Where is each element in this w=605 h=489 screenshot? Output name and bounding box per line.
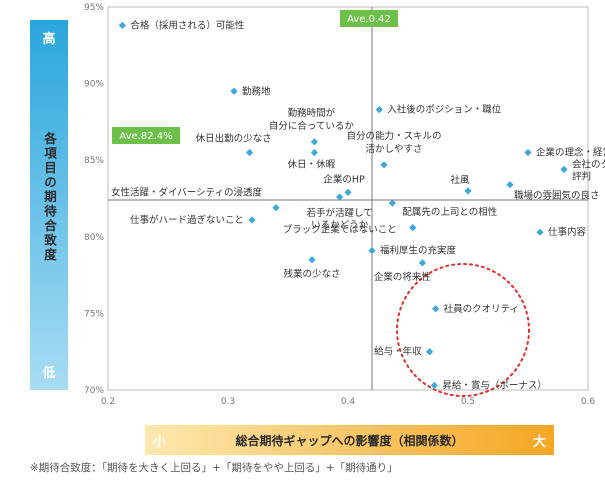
x-tick-label: 0.4 — [341, 397, 356, 407]
data-point-marker — [118, 21, 126, 29]
data-point-marker — [536, 228, 544, 236]
data-point-label: 福利厚生の充実度 — [380, 245, 457, 257]
plot-frame — [107, 6, 589, 391]
average-y-label: Ave.82.4% — [119, 131, 172, 142]
data-point-marker — [430, 381, 438, 390]
x-tick-label: 0.5 — [461, 397, 475, 407]
data-point-marker — [418, 259, 426, 267]
data-point-label: 仕事がハード過ぎないこと — [130, 214, 244, 226]
x-axis-low-label: 小 — [153, 435, 167, 450]
data-point-label: 活かしやすさ — [366, 143, 423, 155]
data-point-marker — [308, 256, 316, 264]
data-point-marker — [310, 138, 318, 146]
y-tick-label: 85% — [84, 156, 104, 166]
data-point-marker — [560, 165, 568, 173]
y-axis-low-label: 低 — [42, 366, 56, 381]
data-point-marker — [506, 181, 514, 189]
data-point-label: 入社後のポジション・職位 — [387, 104, 502, 116]
data-point-marker — [230, 87, 238, 95]
x-tick-label: 0.3 — [221, 397, 235, 407]
data-point-label: 勤務地 — [242, 85, 271, 97]
y-tick-label: 75% — [84, 309, 104, 319]
y-axis-gradient-bar: 高 各項目の期待合致度 低 — [30, 20, 68, 390]
data-point-label: 仕事内容 — [548, 226, 587, 238]
data-point-marker — [272, 204, 280, 212]
data-point-label: 女性活躍・ダイバーシティの浸透度 — [111, 187, 263, 199]
x-tick-label: 0.6 — [581, 397, 596, 407]
data-point-marker — [246, 148, 254, 157]
x-axis-high-label: 大 — [532, 435, 546, 450]
data-point-label: 配属先の上司との相性 — [402, 206, 497, 218]
average-x-label-box — [340, 10, 398, 27]
data-point-label: 職場の雰囲気の良さ — [514, 190, 600, 202]
data-point-label: 会社のクチコミ・ — [572, 158, 605, 170]
data-point-label: 休日出勤の少なさ — [196, 133, 272, 145]
y-tick-label: 95% — [84, 3, 104, 13]
data-point-label: 自分に合っているか — [269, 120, 355, 132]
data-point-label: 社風 — [450, 174, 470, 186]
data-point-marker — [375, 106, 383, 114]
data-point-label: 企業の将来性 — [374, 271, 432, 283]
data-point-label: 給与・年収 — [374, 346, 422, 358]
data-point-marker — [432, 305, 440, 313]
data-point-label: 社員のクオリティ — [444, 303, 519, 315]
data-point-label: 残業の少なさ — [283, 268, 340, 280]
data-point-label: 昇給・賞与（ボーナス） — [442, 379, 547, 391]
data-point-marker — [464, 187, 472, 195]
data-point-marker — [380, 161, 388, 169]
data-point-marker — [310, 148, 318, 157]
y-axis-high-label: 高 — [42, 32, 56, 47]
data-point-label: 企業の理念・経営方針 — [536, 147, 605, 159]
data-point-marker — [388, 199, 396, 207]
data-point-marker — [368, 246, 376, 255]
average-y-label-box — [112, 127, 180, 145]
data-point-label: 評判 — [572, 170, 591, 182]
data-point-marker — [344, 188, 352, 196]
y-tick-label: 80% — [84, 233, 104, 243]
data-point-marker — [524, 148, 532, 157]
data-point-label: 合格（採用される）可能性 — [130, 19, 245, 31]
data-point-label: いるかどうか — [311, 220, 369, 231]
data-point-label: 勤務時間が — [288, 107, 336, 119]
data-point-marker — [409, 224, 417, 232]
data-point-label: 若手が活躍して — [306, 207, 372, 219]
data-point-marker — [426, 348, 434, 356]
y-tick-label: 70% — [84, 386, 104, 396]
data-point-marker — [248, 216, 256, 224]
data-point-label: 自分の能力・スキルの — [346, 130, 441, 142]
data-point-label: ブラック企業ではないこと — [283, 224, 397, 236]
highlight-circle — [396, 263, 530, 397]
average-x-label: Ave.0.42 — [347, 14, 391, 25]
x-axis-title: 総合期待ギャップへの影響度（相関係数） — [235, 434, 464, 448]
x-axis-gradient-bar: 小 総合期待ギャップへの影響度（相関係数） 大 — [145, 425, 554, 455]
data-point-label: 休日・休暇 — [288, 159, 336, 171]
data-point-marker — [336, 193, 344, 201]
y-axis-title: 各項目の期待合致度 — [42, 132, 57, 263]
x-tick-label: 0.2 — [101, 397, 115, 407]
data-point-label: 企業のHP — [323, 173, 365, 185]
footnote: ※期待合致度：「期待を大きく上回る」+「期待をやや上回る」+「期待通り」 — [30, 462, 398, 474]
y-tick-label: 90% — [84, 80, 104, 90]
